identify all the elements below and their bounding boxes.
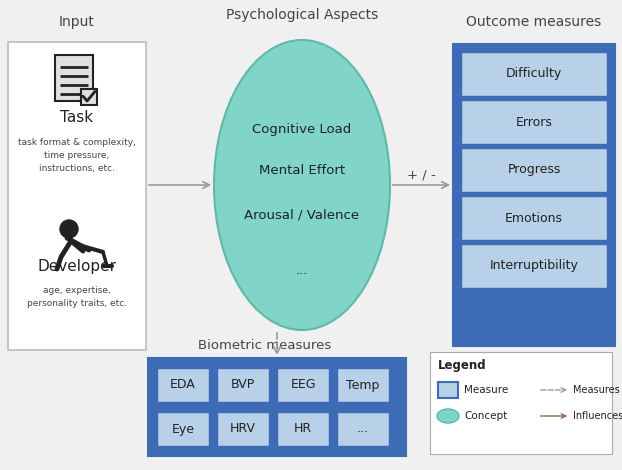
FancyBboxPatch shape	[217, 368, 269, 402]
Ellipse shape	[437, 409, 459, 423]
Text: Measures: Measures	[573, 385, 620, 395]
Text: Errors: Errors	[516, 116, 552, 128]
FancyBboxPatch shape	[337, 368, 389, 402]
FancyBboxPatch shape	[453, 44, 615, 346]
Text: Interruptibility: Interruptibility	[490, 259, 578, 273]
Text: Task: Task	[60, 110, 93, 125]
Text: HRV: HRV	[230, 423, 256, 436]
Text: Outcome measures: Outcome measures	[466, 15, 601, 29]
FancyBboxPatch shape	[157, 412, 209, 446]
Text: EEG: EEG	[290, 378, 316, 392]
Text: Progress: Progress	[508, 164, 560, 177]
Text: · · ·: · · ·	[525, 305, 543, 315]
FancyBboxPatch shape	[8, 42, 146, 350]
FancyBboxPatch shape	[337, 412, 389, 446]
Circle shape	[60, 220, 78, 238]
Text: Emotions: Emotions	[505, 212, 563, 225]
Text: Concept: Concept	[464, 411, 508, 421]
FancyBboxPatch shape	[461, 52, 607, 96]
Text: Cognitive Load: Cognitive Load	[253, 124, 351, 136]
FancyBboxPatch shape	[461, 196, 607, 240]
FancyBboxPatch shape	[148, 358, 406, 456]
FancyBboxPatch shape	[217, 412, 269, 446]
Text: BVP: BVP	[231, 378, 255, 392]
FancyBboxPatch shape	[461, 100, 607, 144]
FancyBboxPatch shape	[81, 89, 97, 105]
Text: Arousal / Valence: Arousal / Valence	[244, 209, 360, 221]
Text: Eye: Eye	[172, 423, 195, 436]
Text: Difficulty: Difficulty	[506, 68, 562, 80]
Text: Influences: Influences	[573, 411, 622, 421]
Text: task format & complexity,
time pressure,
instructions, etc.: task format & complexity, time pressure,…	[18, 138, 136, 173]
Text: Mental Effort: Mental Effort	[259, 164, 345, 177]
Text: ...: ...	[357, 423, 369, 436]
FancyBboxPatch shape	[277, 412, 329, 446]
Text: ...: ...	[296, 264, 308, 276]
Text: HR: HR	[294, 423, 312, 436]
Text: age, expertise,
personality traits, etc.: age, expertise, personality traits, etc.	[27, 286, 127, 308]
Text: Temp: Temp	[346, 378, 379, 392]
FancyBboxPatch shape	[430, 352, 612, 454]
FancyBboxPatch shape	[438, 382, 458, 398]
Ellipse shape	[214, 40, 390, 330]
Text: Legend: Legend	[438, 360, 486, 373]
Text: + / -: + / -	[407, 169, 436, 181]
FancyBboxPatch shape	[157, 368, 209, 402]
FancyBboxPatch shape	[461, 148, 607, 192]
Text: Input: Input	[59, 15, 95, 29]
FancyBboxPatch shape	[55, 55, 93, 101]
FancyBboxPatch shape	[461, 244, 607, 288]
Text: Developer: Developer	[37, 259, 116, 274]
Text: Psychological Aspects: Psychological Aspects	[226, 8, 378, 22]
Text: EDA: EDA	[170, 378, 196, 392]
FancyBboxPatch shape	[277, 368, 329, 402]
Text: Biometric measures: Biometric measures	[198, 339, 332, 352]
Text: Measure: Measure	[464, 385, 508, 395]
